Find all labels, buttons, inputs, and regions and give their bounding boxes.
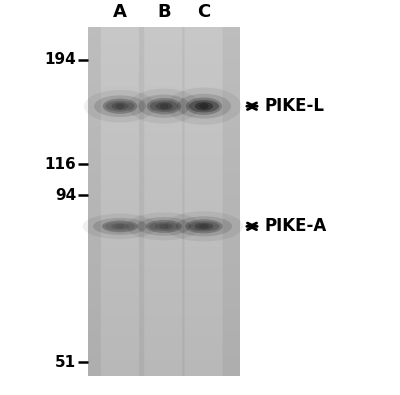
Ellipse shape	[103, 99, 137, 114]
Ellipse shape	[146, 220, 182, 233]
Ellipse shape	[155, 102, 173, 110]
Ellipse shape	[185, 219, 223, 233]
Ellipse shape	[105, 222, 135, 231]
Ellipse shape	[189, 100, 219, 113]
Text: C: C	[197, 3, 211, 21]
Ellipse shape	[93, 218, 147, 235]
Ellipse shape	[137, 217, 191, 236]
Ellipse shape	[150, 100, 178, 112]
Ellipse shape	[84, 90, 156, 122]
Ellipse shape	[188, 221, 220, 231]
Ellipse shape	[155, 223, 173, 229]
Text: PIKE-A: PIKE-A	[264, 217, 326, 235]
Ellipse shape	[82, 214, 158, 239]
Ellipse shape	[138, 94, 190, 118]
Ellipse shape	[199, 224, 209, 229]
Ellipse shape	[186, 98, 222, 115]
Ellipse shape	[149, 222, 179, 231]
Ellipse shape	[195, 102, 213, 111]
Ellipse shape	[166, 88, 242, 125]
Text: 194: 194	[44, 52, 76, 67]
Ellipse shape	[94, 95, 146, 117]
Ellipse shape	[111, 102, 129, 110]
Ellipse shape	[195, 223, 213, 230]
Text: B: B	[157, 3, 171, 21]
Ellipse shape	[176, 216, 232, 237]
Ellipse shape	[102, 220, 138, 232]
Ellipse shape	[160, 224, 168, 229]
Ellipse shape	[177, 94, 231, 118]
Ellipse shape	[106, 101, 134, 112]
Ellipse shape	[111, 224, 129, 229]
Ellipse shape	[200, 103, 208, 109]
Text: 116: 116	[44, 157, 76, 172]
Bar	[88, 27, 240, 376]
Text: 51: 51	[55, 355, 76, 370]
Ellipse shape	[126, 213, 202, 240]
Text: PIKE-L: PIKE-L	[264, 97, 324, 115]
Ellipse shape	[165, 211, 243, 241]
Text: A: A	[113, 3, 127, 21]
Ellipse shape	[116, 224, 124, 228]
Ellipse shape	[160, 103, 168, 109]
Ellipse shape	[128, 89, 200, 124]
Text: 94: 94	[55, 188, 76, 203]
Ellipse shape	[116, 103, 124, 109]
Ellipse shape	[147, 98, 181, 114]
